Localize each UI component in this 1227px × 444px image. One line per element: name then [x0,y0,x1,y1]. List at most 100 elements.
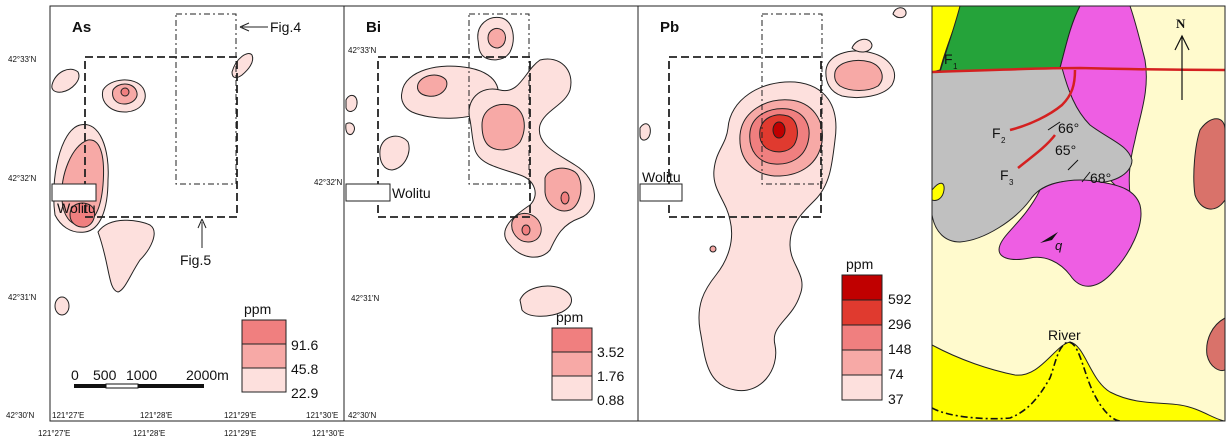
place-label-wolitu-pb: Wolitu [642,169,681,185]
panel-pb [637,5,933,422]
dip-tick-2 [1067,159,1079,171]
bi-legend-unit: ppm [556,309,583,325]
lat-label-bi-4: 42°30'N [348,411,377,420]
pb-study-area-fig5 [668,56,822,218]
as-legend-swatch-2 [241,343,287,369]
pb-legend-swatch-5 [841,374,883,401]
q-arrow-icon [1040,232,1058,243]
pb-legend-value-2: 296 [888,316,912,332]
pb-legend-value-1: 592 [888,291,912,307]
as-wolitu-box [51,183,97,202]
fig4-arrow-head [239,22,250,32]
north-arrow-head-icon [1174,34,1190,51]
lon-label-bottom-3: 121°29'E [224,429,256,438]
as-legend-value-1: 91.6 [291,337,318,353]
fault-f1 [932,66,1225,74]
panel-as [49,5,345,422]
as-legend-unit: ppm [244,301,271,317]
lat-label-bi-3: 42°31'N [351,294,380,303]
bi-legend-value-2: 1.76 [597,368,624,384]
bi-wolitu-box [345,183,391,202]
scale-seg-1 [74,384,106,388]
bi-legend-value-1: 3.52 [597,344,624,360]
bi-legend-swatch-1 [551,327,593,353]
fault-f3 [1017,134,1056,169]
as-anomaly-south [97,219,155,293]
pb-legend-unit: ppm [846,256,873,272]
place-label-wolitu-bi: Wolitu [392,185,431,201]
lat-label-as-3: 42°31'N [8,293,37,302]
dip-label-2: 65° [1055,142,1076,158]
bi-legend-swatch-2 [551,351,593,377]
panel-bi-title: Bi [366,19,381,36]
panel-as-title: As [72,19,91,36]
pb-wolitu-box [639,183,683,202]
bi-anomaly-top-mid [487,27,506,49]
fault-f3-sub: 3 [1009,178,1014,187]
geo-brown-se [1206,317,1225,371]
panel-bi [343,5,639,422]
lon-label-top-2: 121°28'E [140,411,172,420]
fig4-label: Fig.4 [270,19,301,35]
geo-yellow-south [932,341,1225,421]
dip-label-1: 66° [1058,120,1079,136]
lat-label-bi-2: 42°32'N [314,178,343,187]
pb-study-area-fig4 [761,13,823,185]
as-anomaly-core [69,202,96,228]
as-anomaly-nw [51,68,80,93]
north-label: N [1176,16,1186,31]
scale-label-500: 500 [93,367,117,383]
pb-anomaly-spot [709,245,717,253]
bi-legend-swatch-3 [551,375,593,401]
panel-geology [931,5,1226,422]
fault-f1-sub: 1 [953,62,958,71]
pb-anomaly-ne-top [851,38,873,53]
lat-label-as-2: 42°32'N [8,174,37,183]
pb-legend-value-4: 74 [888,366,904,382]
pb-legend-swatch-1 [841,274,883,301]
as-legend-value-3: 22.9 [291,385,318,401]
bi-anomaly-south [519,285,572,317]
lon-label-top-4: 121°30'E [306,411,338,420]
fault-f2 [1009,69,1077,132]
lon-label-bottom-2: 121°28'E [133,429,165,438]
pb-legend-swatch-2 [841,299,883,326]
fig5-label: Fig.5 [180,252,211,268]
as-anomaly-ne [231,53,254,79]
as-study-area-fig4 [175,13,237,185]
lon-label-bottom-4: 121°30'E [312,429,344,438]
pb-legend-value-3: 148 [888,341,912,357]
panel-pb-title: Pb [660,19,679,36]
pb-anomaly-ne-edge [892,7,907,19]
lon-label-top-3: 121°29'E [224,411,256,420]
bi-study-area-fig4 [468,13,530,185]
lat-label-as-4: 42°30'N [6,411,35,420]
pb-anomaly-ne-mid [834,59,883,91]
as-legend-swatch-3 [241,367,287,393]
scale-label-1000: 1000 [126,367,157,383]
fault-f3-label: F [1000,167,1009,183]
pb-legend-value-5: 37 [888,391,904,407]
lon-label-top-1: 121°27'E [52,411,84,420]
dip-tick-1 [1047,121,1061,131]
bi-anomaly-south-core [521,224,531,236]
place-label-wolitu-as: Wolitu [57,200,96,216]
scale-seg-2 [105,383,139,389]
geo-yellow-west [932,182,945,201]
as-legend-swatch-1 [241,319,287,345]
pb-anomaly-west-edge [639,123,651,141]
dip-label-3: 68° [1090,170,1111,186]
fig5-arrow-head [197,218,207,229]
fault-f2-sub: 2 [1001,136,1006,145]
geo-brown-east [1193,118,1225,210]
geo-green [939,6,1081,73]
bi-anomaly-west [379,135,410,171]
q-label: q [1055,238,1063,253]
bi-legend-value-3: 0.88 [597,392,624,408]
fault-f2-label: F [992,125,1001,141]
as-legend-value-2: 45.8 [291,361,318,377]
pb-anomaly-592 [772,121,786,139]
bi-anomaly-central-mid [481,103,525,151]
river-label: River [1048,327,1081,343]
